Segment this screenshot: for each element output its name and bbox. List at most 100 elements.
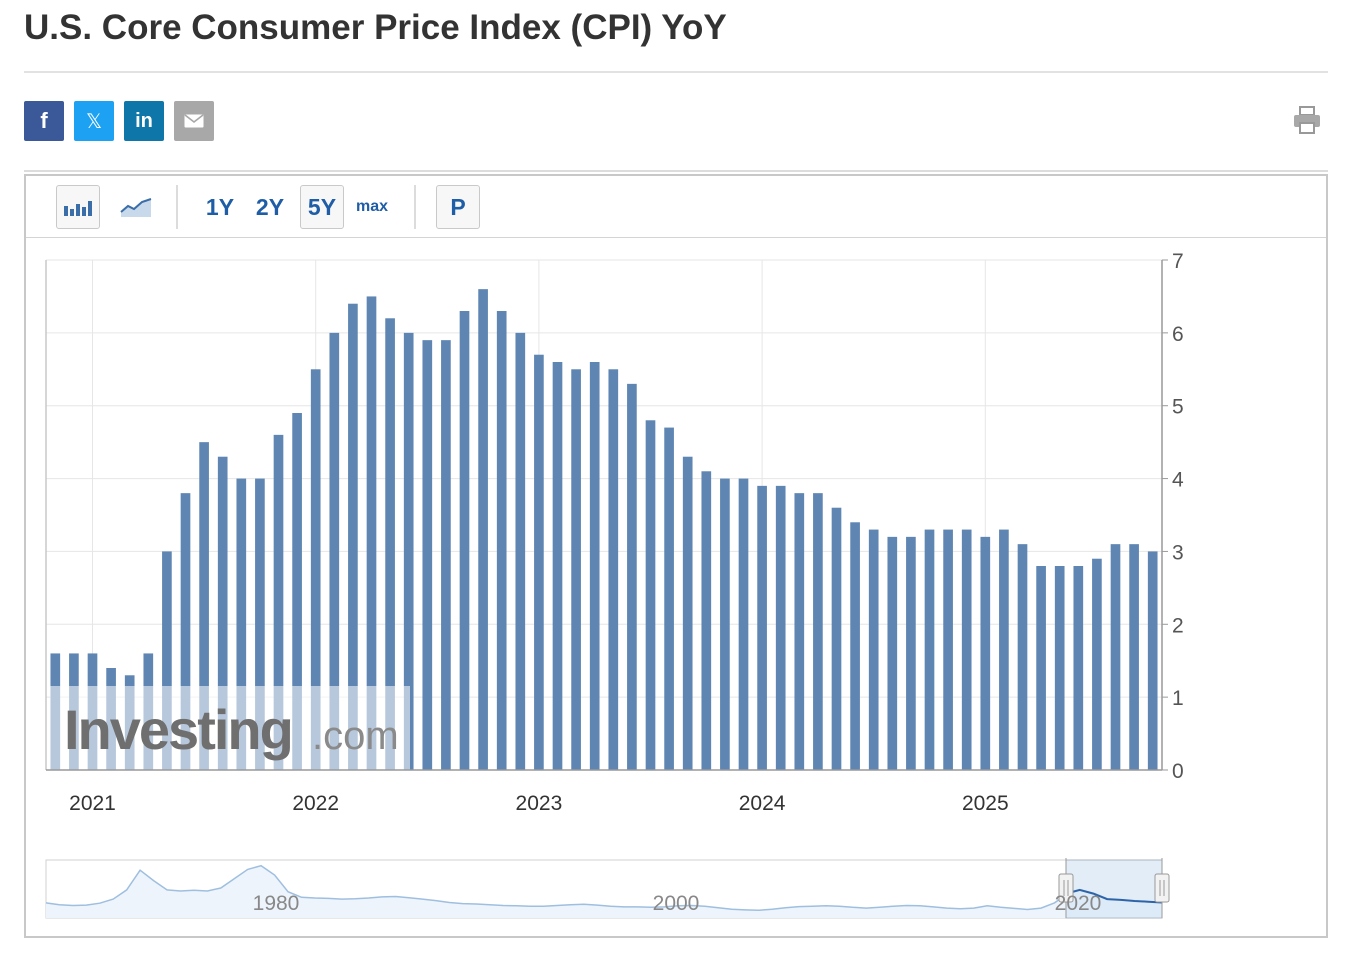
bar[interactable] bbox=[459, 311, 470, 770]
bar[interactable] bbox=[999, 529, 1009, 770]
twitter-icon: 𝕏 bbox=[85, 110, 103, 133]
bar[interactable] bbox=[775, 485, 786, 770]
bar[interactable] bbox=[162, 551, 172, 770]
bar[interactable] bbox=[329, 332, 340, 770]
bar[interactable] bbox=[943, 529, 953, 770]
navigator-selection[interactable] bbox=[1065, 859, 1163, 919]
line-chart-icon bbox=[120, 198, 152, 217]
bar[interactable] bbox=[906, 536, 916, 770]
bar[interactable] bbox=[682, 456, 693, 770]
bar[interactable] bbox=[757, 485, 767, 770]
bar[interactable] bbox=[236, 478, 247, 770]
bar-chart-button[interactable] bbox=[56, 185, 100, 229]
range-max-button[interactable]: max bbox=[355, 198, 389, 215]
y-tick-label: 3 bbox=[1172, 541, 1184, 564]
bar[interactable] bbox=[292, 413, 302, 770]
bar[interactable] bbox=[701, 471, 712, 770]
bar[interactable] bbox=[515, 332, 526, 770]
linkedin-icon: in bbox=[135, 109, 153, 132]
bar[interactable] bbox=[422, 340, 433, 770]
bar[interactable] bbox=[627, 383, 637, 770]
navigator-handle[interactable] bbox=[1058, 873, 1074, 903]
bar[interactable] bbox=[608, 369, 619, 770]
bar[interactable] bbox=[868, 529, 879, 770]
bar[interactable] bbox=[478, 289, 488, 770]
title-divider bbox=[24, 71, 1328, 73]
navigator-label: 2000 bbox=[653, 892, 700, 915]
printer-icon[interactable] bbox=[1292, 105, 1322, 135]
range-1y-button[interactable]: 1Y bbox=[205, 193, 235, 220]
line-chart-button[interactable] bbox=[114, 185, 158, 229]
bar[interactable] bbox=[366, 296, 377, 770]
bar[interactable] bbox=[1129, 544, 1139, 770]
bar[interactable] bbox=[552, 362, 563, 770]
bar[interactable] bbox=[1110, 544, 1121, 770]
range-2y-button[interactable]: 2Y bbox=[255, 193, 285, 220]
navigator-label: 1980 bbox=[253, 892, 300, 915]
linkedin-share-button[interactable]: in bbox=[124, 101, 164, 141]
y-tick-label: 6 bbox=[1172, 323, 1184, 346]
y-tick-label: 0 bbox=[1172, 760, 1184, 783]
bar[interactable] bbox=[571, 369, 581, 770]
bar[interactable] bbox=[813, 493, 823, 770]
toolbar-separator bbox=[414, 185, 416, 229]
bar[interactable] bbox=[738, 478, 749, 770]
navigator-handle[interactable] bbox=[1154, 873, 1170, 903]
p-button[interactable]: P bbox=[436, 185, 480, 229]
investing-watermark: Investing .com bbox=[50, 686, 410, 770]
bar[interactable] bbox=[255, 478, 265, 770]
x-tick-label: 2023 bbox=[516, 792, 563, 815]
x-tick-label: 2021 bbox=[69, 792, 116, 815]
bar[interactable] bbox=[310, 369, 321, 770]
toolbar-separator bbox=[176, 185, 178, 229]
twitter-share-button[interactable]: 𝕏 bbox=[74, 101, 114, 141]
chart-toolbar: 1Y 2Y 5Y max P bbox=[26, 176, 1326, 238]
bar[interactable] bbox=[831, 507, 842, 770]
bar[interactable] bbox=[794, 493, 805, 770]
navigator-series bbox=[45, 864, 1163, 912]
bar[interactable] bbox=[199, 442, 209, 770]
range-5y-button[interactable]: 5Y bbox=[300, 185, 344, 229]
bar[interactable] bbox=[348, 303, 358, 770]
share-divider bbox=[24, 170, 1328, 172]
email-share-button[interactable] bbox=[174, 101, 214, 141]
chart-container: 1Y 2Y 5Y max P Investing .com 0 1 2 3 4 5 6 7 20… bbox=[24, 174, 1328, 938]
bar[interactable] bbox=[1092, 558, 1102, 770]
bar[interactable] bbox=[217, 456, 228, 770]
bar[interactable] bbox=[273, 434, 284, 770]
bar[interactable] bbox=[441, 340, 451, 770]
bar-chart-icon bbox=[64, 201, 92, 216]
bar[interactable] bbox=[534, 354, 544, 770]
navigator-selected-series bbox=[1065, 888, 1163, 904]
y-tick-label: 5 bbox=[1172, 396, 1184, 419]
bar[interactable] bbox=[850, 522, 860, 770]
bar[interactable] bbox=[924, 529, 935, 770]
bar[interactable] bbox=[1147, 551, 1158, 770]
bar[interactable] bbox=[496, 311, 507, 770]
bar[interactable] bbox=[589, 362, 600, 770]
page-title: U.S. Core Consumer Price Index (CPI) YoY bbox=[24, 8, 727, 47]
bar[interactable] bbox=[961, 529, 972, 770]
x-tick-label: 2024 bbox=[739, 792, 786, 815]
bar[interactable] bbox=[403, 332, 414, 770]
x-tick-label: 2022 bbox=[292, 792, 339, 815]
bar[interactable] bbox=[1054, 566, 1065, 770]
bar[interactable] bbox=[385, 318, 395, 770]
bar[interactable] bbox=[645, 420, 656, 770]
y-tick-label: 2 bbox=[1172, 614, 1184, 637]
navigator-area bbox=[46, 865, 1162, 918]
bar[interactable] bbox=[180, 493, 191, 770]
watermark-suffix: .com bbox=[312, 714, 399, 758]
bar[interactable] bbox=[720, 478, 730, 770]
bar[interactable] bbox=[1036, 566, 1046, 770]
y-tick-label: 4 bbox=[1172, 469, 1184, 492]
bar[interactable] bbox=[980, 536, 991, 770]
bar[interactable] bbox=[664, 427, 674, 770]
bar[interactable] bbox=[1017, 544, 1028, 770]
bar[interactable] bbox=[887, 536, 898, 770]
facebook-share-button[interactable]: f bbox=[24, 101, 64, 141]
x-tick-label: 2025 bbox=[962, 792, 1009, 815]
chart-svg: Investing .com 0 1 2 3 4 5 6 7 2021 2022 2023 2024 2… bbox=[45, 250, 1184, 919]
bar[interactable] bbox=[1073, 566, 1084, 770]
y-tick-label: 7 bbox=[1172, 250, 1184, 273]
